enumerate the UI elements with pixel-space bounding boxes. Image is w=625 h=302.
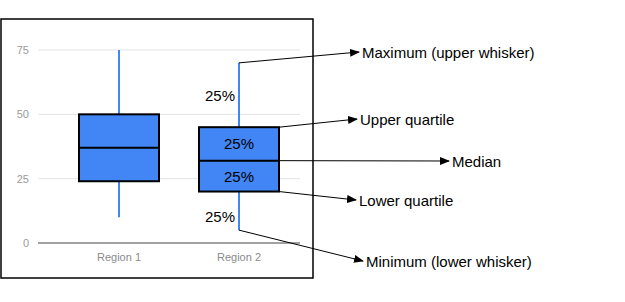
tick-label: 75 bbox=[17, 44, 29, 56]
grid-line bbox=[38, 50, 300, 51]
annotation-arrow bbox=[239, 230, 363, 261]
annotation-label: Lower quartile bbox=[359, 192, 453, 209]
frame bbox=[1, 19, 313, 278]
category-label: Region 1 bbox=[97, 251, 141, 263]
annotation-arrow bbox=[279, 160, 449, 161]
share-label: 25% bbox=[224, 135, 254, 152]
median-line bbox=[199, 160, 279, 162]
annotation-label: Upper quartile bbox=[360, 111, 454, 128]
annotation-arrow bbox=[279, 119, 357, 127]
tick-label: 50 bbox=[17, 108, 29, 120]
upper-whisker bbox=[118, 50, 120, 114]
share-label: 25% bbox=[205, 87, 235, 104]
annotation-arrow bbox=[239, 52, 359, 63]
annotation-label: Minimum (lower whisker) bbox=[366, 253, 532, 270]
baseline bbox=[38, 242, 300, 243]
chart: 0 25 50 75 Region 1 Region 2 25% 25% 25% 25% Maxim… bbox=[0, 0, 625, 302]
share-label: 25% bbox=[224, 168, 254, 185]
box bbox=[199, 127, 279, 191]
share-label: 25% bbox=[205, 208, 235, 225]
median-line bbox=[79, 147, 159, 149]
grid-line bbox=[38, 114, 300, 115]
boxes bbox=[79, 50, 279, 230]
annotation-arrow bbox=[279, 192, 356, 200]
lower-whisker bbox=[238, 192, 240, 231]
annotation-label: Median bbox=[452, 153, 501, 170]
box bbox=[79, 114, 159, 181]
lower-whisker bbox=[118, 181, 120, 217]
annotation-label: Maximum (upper whisker) bbox=[362, 44, 535, 61]
tick-label: 25 bbox=[17, 173, 29, 185]
tick-label: 0 bbox=[23, 237, 29, 249]
category-label: Region 2 bbox=[217, 251, 261, 263]
upper-whisker bbox=[238, 63, 240, 127]
